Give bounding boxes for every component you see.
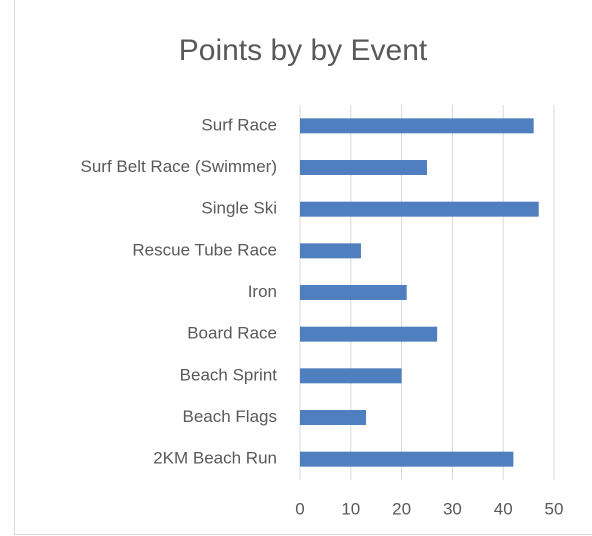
x-tick-label: 50 bbox=[545, 499, 564, 518]
bar bbox=[300, 326, 438, 342]
bar bbox=[300, 410, 367, 425]
chart-title: Points by by Event bbox=[179, 34, 428, 67]
bar bbox=[300, 285, 407, 300]
bar bbox=[300, 160, 427, 175]
y-tick-label: Rescue Tube Race bbox=[132, 240, 277, 259]
bar bbox=[300, 118, 534, 134]
bar bbox=[300, 243, 361, 259]
x-tick-label: 10 bbox=[341, 499, 360, 518]
y-tick-label: Iron bbox=[248, 282, 277, 301]
bar bbox=[300, 201, 539, 217]
bar bbox=[300, 451, 514, 467]
x-tick-label: 30 bbox=[443, 499, 462, 518]
y-tick-label: Surf Race bbox=[201, 115, 277, 134]
y-tick-label: 2KM Beach Run bbox=[153, 449, 277, 468]
y-tick-label: Beach Flags bbox=[183, 407, 278, 426]
y-tick-label: Beach Sprint bbox=[180, 365, 278, 384]
y-tick-label: Single Ski bbox=[201, 199, 277, 218]
bar bbox=[300, 368, 402, 384]
chart-frame bbox=[14, 0, 592, 535]
y-tick-label: Surf Belt Race (Swimmer) bbox=[81, 157, 277, 176]
labels: 0 10 20 30 40 50 Surf Race Surf Belt Race (Swim… bbox=[81, 115, 564, 518]
x-tick-label: 40 bbox=[494, 499, 513, 518]
y-tick-label: Board Race bbox=[187, 324, 277, 343]
x-tick-label: 20 bbox=[392, 499, 411, 518]
x-tick-label: 0 bbox=[295, 499, 304, 518]
bars bbox=[300, 118, 539, 467]
